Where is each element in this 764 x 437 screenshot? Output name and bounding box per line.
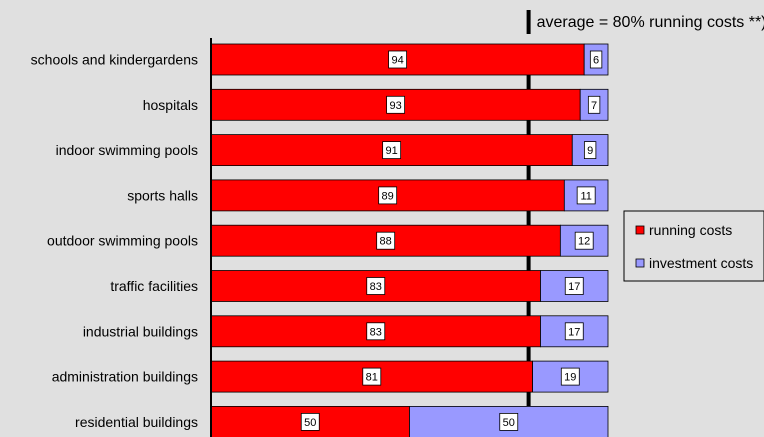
reference-line-group: average = 80% running costs **) xyxy=(526,10,764,407)
reference-line-segment xyxy=(526,210,531,226)
data-label-box xyxy=(587,95,601,114)
data-label-box xyxy=(376,231,396,250)
data-label-box xyxy=(300,412,320,431)
reference-line-segment xyxy=(526,301,531,316)
data-label-box xyxy=(574,231,594,250)
legend-swatch xyxy=(635,258,645,268)
data-label-box xyxy=(589,50,603,69)
data-label-box xyxy=(564,322,584,341)
category-label: industrial buildings xyxy=(83,323,198,339)
data-label-box xyxy=(564,277,584,295)
data-label-box xyxy=(362,367,382,386)
category-label: administration buildings xyxy=(52,369,198,385)
data-label: 83 xyxy=(370,281,382,293)
reference-marker-top xyxy=(526,10,531,34)
data-label-box xyxy=(386,95,406,114)
data-label: 17 xyxy=(568,281,580,293)
legend-swatch xyxy=(635,225,645,235)
data-label: 11 xyxy=(580,190,591,202)
category-label: residential buildings xyxy=(75,414,198,430)
data-label-box xyxy=(576,186,596,205)
data-label: 88 xyxy=(380,236,392,248)
data-label-box xyxy=(382,141,402,160)
reference-line-segment xyxy=(526,392,531,407)
data-label-box xyxy=(366,277,386,295)
category-label: schools and kindergardens xyxy=(31,52,198,68)
data-label: 83 xyxy=(370,326,382,338)
reference-line-segment xyxy=(526,256,531,271)
data-label-box xyxy=(560,367,580,386)
data-label: 94 xyxy=(391,55,403,67)
data-label: 50 xyxy=(304,417,316,429)
data-label: 9 xyxy=(587,145,593,157)
legend: running costs investment costs xyxy=(623,210,764,282)
data-label: 93 xyxy=(389,100,401,112)
data-label: 89 xyxy=(382,190,394,202)
data-label: 17 xyxy=(568,326,580,338)
data-label: 81 xyxy=(366,372,378,384)
category-label: sports halls xyxy=(127,187,198,203)
bars-layer xyxy=(210,43,609,437)
data-label: 7 xyxy=(591,100,597,112)
data-label: 91 xyxy=(386,145,398,157)
legend-box xyxy=(623,210,764,282)
data-label-box xyxy=(499,412,519,431)
labels-layer: schools and kindergardens 94 6 hospitals 93 7… xyxy=(31,50,603,431)
legend-label: investment costs xyxy=(649,255,753,271)
reference-line-label: average = 80% running costs **) xyxy=(537,14,764,31)
reference-line-segment xyxy=(526,165,531,180)
data-label: 50 xyxy=(503,417,515,429)
reference-line-segment xyxy=(526,346,531,362)
category-label: hospitals xyxy=(143,97,198,113)
reference-line-segment xyxy=(526,120,531,135)
reference-line-segment xyxy=(526,75,531,90)
category-label: outdoor swimming pools xyxy=(47,233,198,249)
category-label: traffic facilities xyxy=(110,278,198,294)
data-label: 12 xyxy=(578,236,590,248)
data-label-box xyxy=(388,50,407,69)
data-label: 6 xyxy=(593,55,599,67)
data-label: 19 xyxy=(564,372,576,384)
data-label-box xyxy=(583,141,597,160)
legend-label: running costs xyxy=(649,222,732,238)
data-label-box xyxy=(366,322,386,341)
category-label: indoor swimming pools xyxy=(56,142,198,158)
data-label-box xyxy=(378,186,398,205)
